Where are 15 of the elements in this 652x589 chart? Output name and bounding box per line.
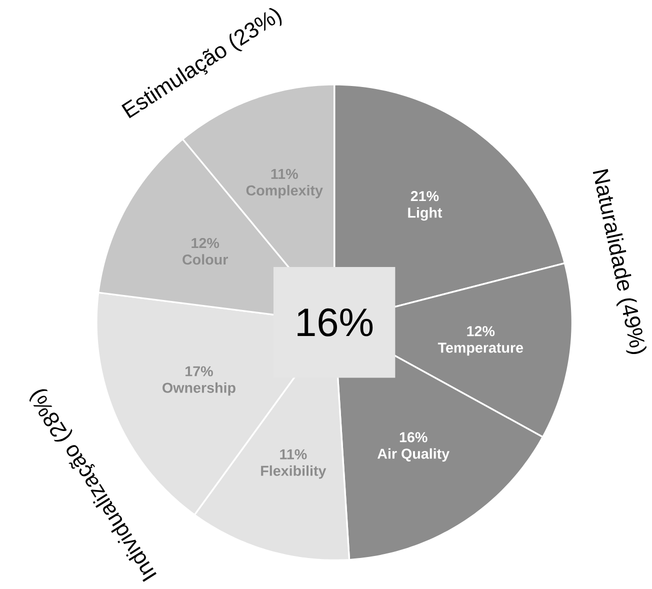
slice-label: Temperature <box>438 342 524 356</box>
slice-label: Air Quality <box>377 448 450 462</box>
data-label: 16% <box>400 432 428 442</box>
data-label: 11% <box>280 449 307 460</box>
slice-label: Colour <box>182 254 228 265</box>
data-label: 21% <box>410 191 439 202</box>
data-label: 12% <box>192 238 220 248</box>
data-label: 11% <box>271 168 298 179</box>
data-label: 17% <box>186 366 213 376</box>
slice-label: Light <box>408 207 442 221</box>
slice-label: Complexity <box>246 184 323 198</box>
slice-label: Flexibility <box>261 465 326 479</box>
data-label: 12% <box>467 326 495 336</box>
slice-label: Ownership <box>162 382 236 396</box>
text: 16% <box>298 308 373 336</box>
